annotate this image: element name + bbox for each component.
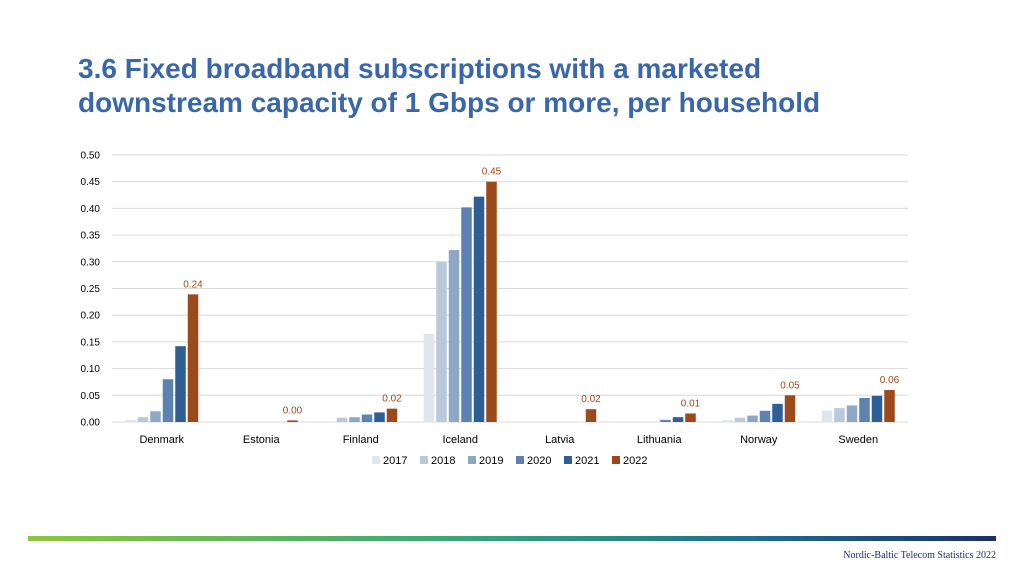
y-tick-label: 0.05 [81, 391, 101, 402]
bar-finland-2020 [361, 414, 373, 422]
x-tick-label: Sweden [838, 434, 878, 446]
bar-denmark-2019 [150, 411, 161, 422]
y-tick-label: 0.40 [81, 204, 101, 215]
data-label: 0.02 [382, 394, 402, 405]
y-tick-label: 0.00 [81, 418, 101, 429]
footer-source: Nordic-Baltic Telecom Statistics 2022 [843, 550, 996, 561]
bar-lithuania-2022 [685, 413, 696, 422]
legend-label-2019: 2019 [479, 455, 503, 467]
y-tick-label: 0.20 [81, 311, 101, 322]
x-tick-label: Denmark [139, 434, 184, 446]
bar-iceland-2017 [423, 333, 435, 422]
bar-sweden-2020 [859, 397, 870, 422]
bar-sweden-2021 [871, 395, 883, 422]
legend-swatch-2018 [420, 456, 428, 464]
y-tick-label: 0.10 [81, 364, 101, 375]
legend-label-2022: 2022 [623, 455, 647, 467]
legend-label-2020: 2020 [527, 455, 551, 467]
bar-sweden-2017 [821, 410, 833, 422]
bar-denmark-2022 [187, 294, 199, 422]
bar-lithuania-2020 [660, 419, 671, 422]
bar-iceland-2021 [473, 196, 485, 422]
bar-denmark-2020 [162, 379, 174, 422]
bar-norway-2022 [784, 395, 796, 422]
bar-norway-2017 [722, 419, 733, 422]
bar-norway-2018 [734, 417, 746, 422]
bar-finland-2022 [386, 408, 398, 422]
data-label: 0.06 [880, 375, 900, 386]
bar-sweden-2018 [834, 408, 845, 422]
y-tick-label: 0.30 [81, 257, 101, 268]
slide-title-line-2: downstream capacity of 1 Gbps or more, p… [78, 87, 821, 118]
bar-finland-2021 [374, 412, 385, 422]
bar-denmark-2018 [137, 417, 149, 422]
bar-latvia-2022 [585, 409, 597, 422]
bar-sweden-2022 [884, 389, 895, 422]
y-tick-label: 0.25 [81, 284, 101, 295]
x-tick-label: Lithuania [637, 434, 683, 446]
x-tick-label: Iceland [443, 434, 478, 446]
y-tick-label: 0.50 [81, 151, 101, 162]
slide-title-line-1: 3.6 Fixed broadband subscriptions with a… [78, 53, 762, 84]
legend-swatch-2020 [516, 456, 524, 464]
x-tick-label: Latvia [545, 434, 575, 446]
bar-finland-2019 [349, 417, 360, 422]
bar-finland-2018 [336, 417, 348, 422]
data-label: 0.00 [283, 405, 303, 416]
bar-denmark-2021 [175, 346, 186, 422]
data-label: 0.05 [780, 380, 800, 391]
bar-iceland-2019 [448, 250, 460, 422]
slide-title: 3.6 Fixed broadband subscriptions with a… [78, 52, 978, 120]
legend-swatch-2017 [372, 456, 380, 464]
y-tick-label: 0.45 [81, 177, 101, 188]
data-label: 0.01 [681, 398, 701, 409]
bar-norway-2021 [772, 403, 783, 422]
data-label: 0.02 [581, 394, 601, 405]
bar-estonia-2022 [287, 420, 298, 422]
legend-label-2021: 2021 [575, 455, 599, 467]
bar-chart: 0.00 0.05 0.10 0.15 0.20 0.25 0.30 0.35 0.40 0.45… [81, 151, 908, 467]
bar-iceland-2018 [436, 261, 447, 422]
bar-denmark-2017 [125, 419, 136, 422]
bar-lithuania-2021 [672, 417, 684, 422]
x-tick-label: Finland [343, 434, 379, 446]
bar-iceland-2020 [461, 207, 472, 422]
x-tick-label: Estonia [243, 434, 281, 446]
bar-sweden-2019 [846, 405, 858, 422]
legend-swatch-2022 [612, 456, 620, 464]
data-label: 0.24 [183, 279, 203, 290]
y-tick-label: 0.35 [81, 231, 101, 242]
bar-norway-2020 [759, 410, 771, 422]
bar-iceland-2022 [486, 181, 497, 422]
y-tick-label: 0.15 [81, 337, 101, 348]
bar-norway-2019 [747, 415, 758, 422]
x-tick-label: Norway [740, 434, 778, 446]
legend-label-2017: 2017 [383, 455, 407, 467]
data-label: 0.45 [482, 167, 502, 178]
footer-gradient-line [28, 536, 996, 541]
legend-label-2018: 2018 [431, 455, 455, 467]
legend-swatch-2021 [564, 456, 572, 464]
legend-swatch-2019 [468, 456, 476, 464]
